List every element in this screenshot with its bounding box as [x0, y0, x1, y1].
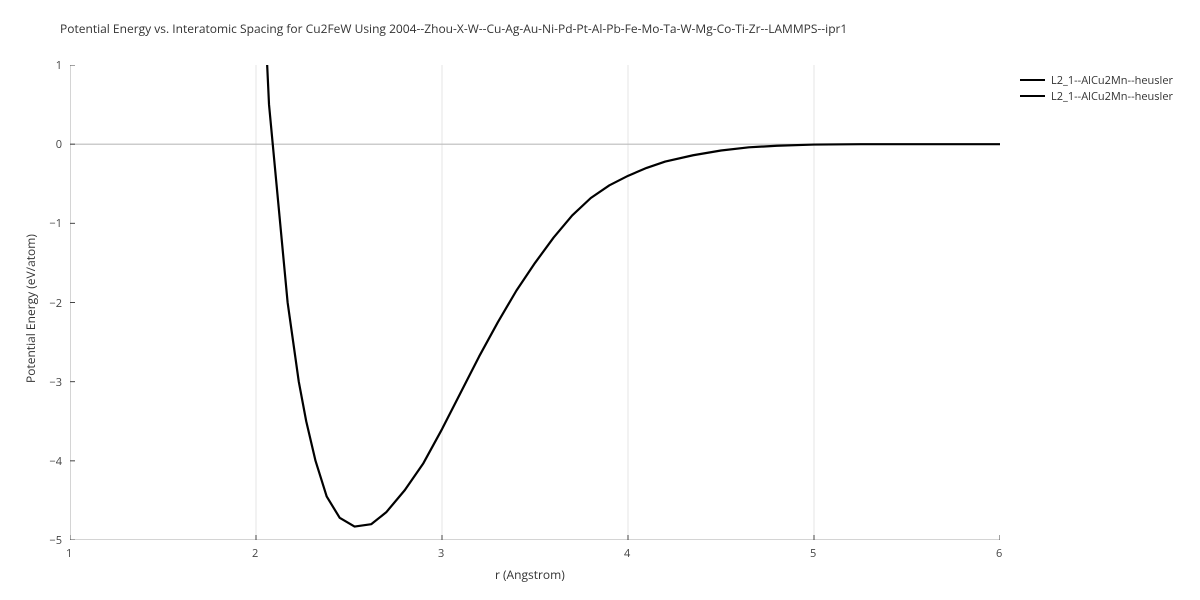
x-tick-label: 3	[438, 546, 444, 561]
y-tick-label: 1	[56, 58, 62, 73]
x-tick-label: 4	[624, 546, 630, 561]
y-tick-label: −5	[49, 533, 62, 548]
x-tick-label: 6	[996, 546, 1002, 561]
chart-container: Potential Energy vs. Interatomic Spacing…	[0, 0, 1200, 600]
legend-swatch	[1020, 95, 1045, 97]
y-axis-label: Potential Energy (eV/atom)	[22, 234, 39, 383]
legend-item[interactable]: L2_1--AlCu2Mn--heusler	[1020, 72, 1173, 88]
legend-swatch	[1020, 79, 1045, 81]
y-tick-label: −3	[49, 375, 62, 390]
x-tick-label: 2	[252, 546, 258, 561]
x-tick-label: 1	[66, 546, 72, 561]
y-tick-label: 0	[56, 137, 62, 152]
y-tick-label: −4	[49, 454, 62, 469]
plot-area	[70, 65, 1000, 540]
x-axis-label: r (Angstrom)	[495, 566, 565, 583]
x-tick-label: 5	[810, 546, 816, 561]
y-tick-label: −1	[49, 216, 62, 231]
y-tick-label: −2	[49, 296, 62, 311]
legend-label: L2_1--AlCu2Mn--heusler	[1051, 73, 1173, 88]
legend-label: L2_1--AlCu2Mn--heusler	[1051, 89, 1173, 104]
legend: L2_1--AlCu2Mn--heuslerL2_1--AlCu2Mn--heu…	[1020, 72, 1173, 104]
chart-title: Potential Energy vs. Interatomic Spacing…	[60, 20, 847, 37]
legend-item[interactable]: L2_1--AlCu2Mn--heusler	[1020, 88, 1173, 104]
